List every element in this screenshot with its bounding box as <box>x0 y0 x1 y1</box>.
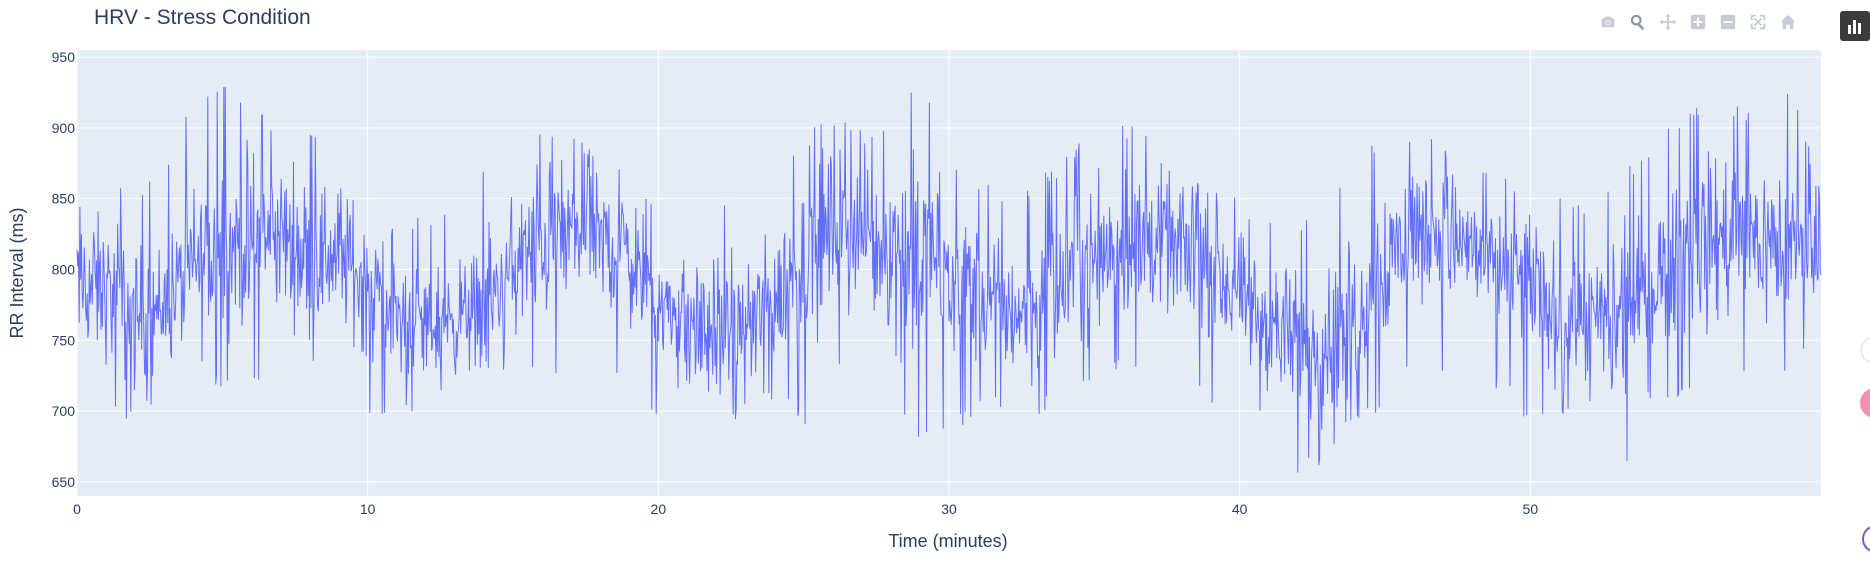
side-panel-handle-icon[interactable] <box>1862 338 1870 362</box>
x-tick-label: 50 <box>1523 501 1539 517</box>
x-tick-label: 30 <box>941 501 957 517</box>
x-tick-labels: 0 10 20 30 40 50 <box>73 501 1538 517</box>
y-tick-label: 700 <box>52 403 76 419</box>
x-tick-label: 0 <box>73 501 81 517</box>
y-tick-label: 750 <box>52 332 76 348</box>
x-tick-label: 40 <box>1232 501 1248 517</box>
y-tick-label: 800 <box>52 261 76 277</box>
zoom-icon[interactable] <box>1626 10 1650 34</box>
modebar <box>1596 10 1800 34</box>
y-tick-label: 850 <box>52 191 76 207</box>
y-tick-label: 900 <box>52 120 76 136</box>
x-tick-label: 10 <box>360 501 376 517</box>
x-tick-label: 20 <box>651 501 667 517</box>
autoscale-icon[interactable] <box>1746 10 1770 34</box>
chart-title: HRV - Stress Condition <box>94 6 311 29</box>
camera-icon[interactable] <box>1596 10 1620 34</box>
series-line-rr-interval <box>76 86 1822 473</box>
home-icon[interactable] <box>1776 10 1800 34</box>
y-tick-label: 950 <box>52 49 76 65</box>
bar-chart-icon[interactable] <box>1840 11 1870 41</box>
y-axis-label: RR Interval (ms) <box>7 207 27 338</box>
zoom-in-icon[interactable] <box>1686 10 1710 34</box>
x-axis-label: Time (minutes) <box>888 531 1007 551</box>
zoom-out-icon[interactable] <box>1716 10 1740 34</box>
y-tick-label: 650 <box>52 474 76 490</box>
side-panel-record-icon[interactable] <box>1860 388 1870 418</box>
pan-icon[interactable] <box>1656 10 1680 34</box>
y-tick-labels: 650 700 750 800 850 900 950 <box>52 49 76 490</box>
